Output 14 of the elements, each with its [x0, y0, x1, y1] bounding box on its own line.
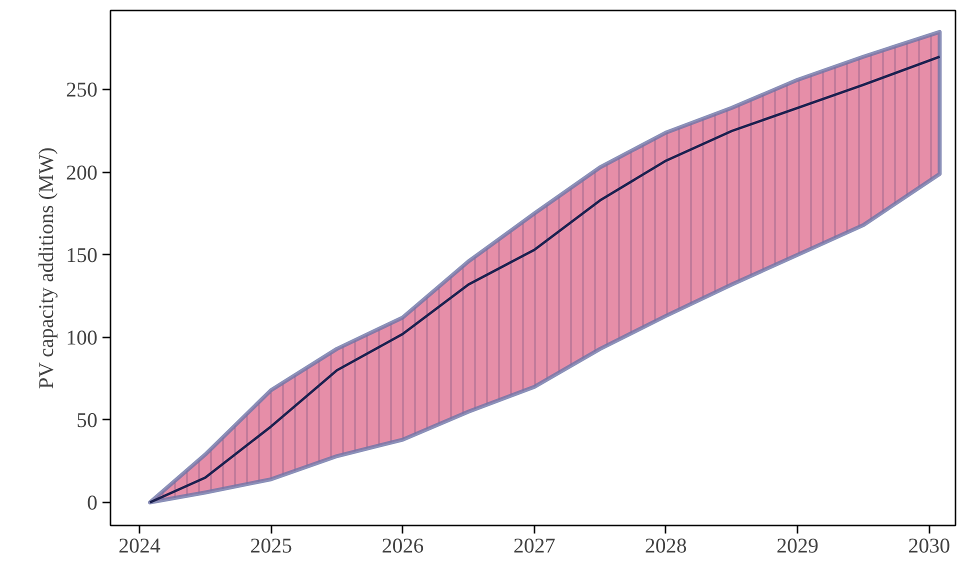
y-tick-label: 200	[66, 160, 98, 184]
x-tick-label: 2026	[382, 534, 424, 558]
y-tick-label: 100	[66, 325, 98, 350]
y-tick-label: 0	[87, 490, 98, 514]
y-tick-label: 250	[66, 78, 98, 102]
x-tick-label: 2025	[250, 534, 292, 558]
x-tick-label: 2027	[513, 534, 556, 558]
y-tick-label: 50	[76, 408, 98, 432]
y-axis-title: PV capacity additions (MW)	[34, 147, 58, 390]
y-tick-label: 150	[66, 242, 98, 267]
x-tick-label: 2024	[118, 534, 161, 558]
x-tick-label: 2030	[908, 534, 950, 558]
x-tick-label: 2028	[644, 534, 687, 558]
x-tick-label: 2029	[776, 534, 819, 558]
